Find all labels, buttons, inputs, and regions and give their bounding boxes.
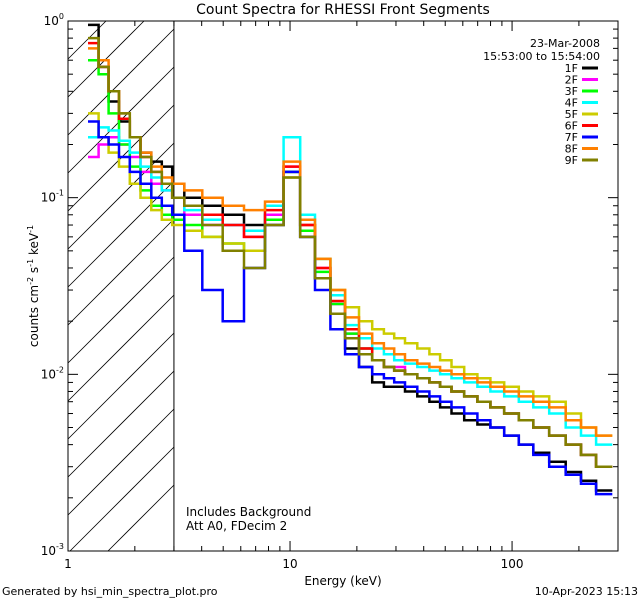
legend-label-5F: 5F bbox=[565, 108, 578, 121]
background-hatch-region bbox=[67, 20, 175, 552]
y-tick-label: 10-3 bbox=[41, 542, 64, 558]
series-8F bbox=[88, 47, 613, 437]
legend-label-1F: 1F bbox=[565, 62, 578, 75]
series-group bbox=[88, 23, 613, 496]
series-9F bbox=[88, 36, 613, 468]
series-7F bbox=[88, 120, 613, 496]
date-label: 23-Mar-2008 bbox=[530, 37, 600, 50]
legend-label-2F: 2F bbox=[565, 74, 578, 87]
legend-label-3F: 3F bbox=[565, 85, 578, 98]
annotation-attenuator: Att A0, FDecim 2 bbox=[186, 519, 287, 533]
x-tick-label: 1 bbox=[64, 557, 72, 571]
x-axis-label: Energy (keV) bbox=[304, 574, 381, 588]
y-axis-label: counts cm-2 s-1 keV-1 bbox=[26, 225, 41, 347]
x-tick-label: 10 bbox=[282, 557, 297, 571]
legend-label-4F: 4F bbox=[565, 97, 578, 110]
series-5F bbox=[88, 112, 613, 437]
hatch-lines bbox=[67, 20, 175, 552]
chart-title: Count Spectra for RHESSI Front Segments bbox=[196, 2, 490, 18]
legend-label-7F: 7F bbox=[565, 131, 578, 144]
y-tick-label: 10-1 bbox=[41, 189, 64, 205]
legend-label-8F: 8F bbox=[565, 143, 578, 156]
legend-label-6F: 6F bbox=[565, 120, 578, 133]
y-tick-label: 10-2 bbox=[41, 365, 64, 381]
legend-label-9F: 9F bbox=[565, 154, 578, 167]
plot-frame bbox=[67, 20, 619, 552]
x-tick-label: 100 bbox=[501, 557, 524, 571]
time-range-label: 15:53:00 to 15:54:00 bbox=[483, 50, 600, 63]
footer-date: 10-Apr-2023 15:13 bbox=[535, 585, 638, 598]
axes: 1 10 100 100 10-1 10-2 10-3 bbox=[41, 12, 619, 571]
annotation-background: Includes Background bbox=[186, 505, 311, 519]
y-tick-label: 100 bbox=[44, 12, 64, 28]
footer-generated-by: Generated by hsi_min_spectra_plot.pro bbox=[2, 585, 218, 598]
